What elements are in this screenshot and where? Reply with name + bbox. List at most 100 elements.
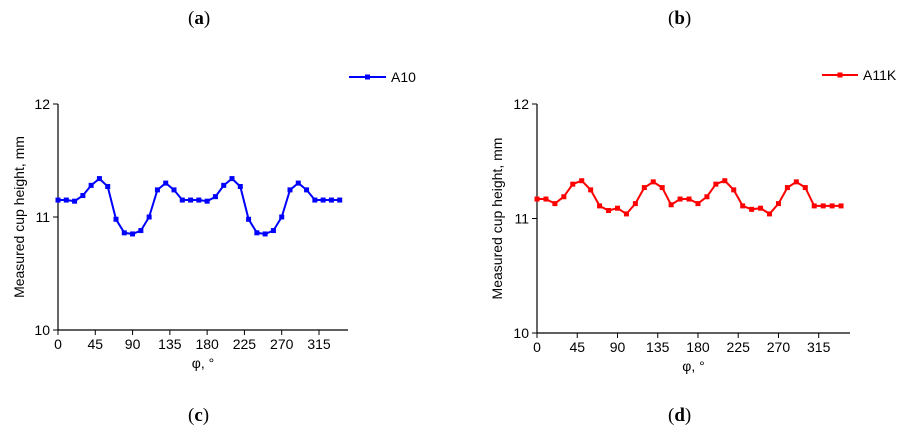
x-tick-label: 135 xyxy=(646,339,670,355)
data-point xyxy=(196,197,202,203)
data-point xyxy=(254,230,260,236)
data-point xyxy=(212,194,218,200)
data-point xyxy=(72,198,78,204)
data-point xyxy=(659,185,665,191)
data-point xyxy=(328,197,334,203)
data-point xyxy=(802,185,808,191)
panel-label-b: (b) xyxy=(668,8,692,29)
data-point xyxy=(838,203,844,209)
data-point xyxy=(731,187,737,193)
data-point xyxy=(641,185,647,191)
data-point xyxy=(588,187,594,193)
data-point xyxy=(534,196,540,202)
data-point xyxy=(713,181,719,187)
x-tick-label: 180 xyxy=(686,339,710,355)
data-point xyxy=(543,196,549,202)
data-point xyxy=(597,203,603,209)
data-point xyxy=(561,194,567,200)
data-point xyxy=(793,179,799,185)
legend-label: A10 xyxy=(391,69,416,85)
x-tick-label: 45 xyxy=(569,339,585,355)
data-point xyxy=(320,197,326,203)
data-point xyxy=(623,211,629,217)
data-point xyxy=(758,205,764,211)
data-point xyxy=(270,228,276,234)
data-point xyxy=(650,179,656,185)
data-point xyxy=(287,187,293,193)
data-point xyxy=(138,228,144,234)
panel-label-d: (d) xyxy=(668,405,692,426)
data-point xyxy=(188,197,194,203)
data-point xyxy=(740,203,746,209)
data-point xyxy=(55,197,61,203)
x-tick-label: 0 xyxy=(54,336,62,352)
data-point xyxy=(171,187,177,193)
data-point xyxy=(722,178,728,184)
y-tick-label: 11 xyxy=(514,211,529,227)
y-axis-title: Measured cup height, mm xyxy=(11,136,27,298)
data-point xyxy=(279,214,285,220)
data-point xyxy=(614,205,620,211)
data-point xyxy=(295,180,301,186)
data-point xyxy=(704,194,710,200)
x-tick-label: 225 xyxy=(233,336,257,352)
data-point xyxy=(668,202,674,208)
legend-marker xyxy=(365,74,370,80)
data-point xyxy=(579,178,585,184)
data-point xyxy=(262,231,268,237)
panel-label-a: (a) xyxy=(188,8,211,29)
data-point xyxy=(88,182,94,188)
x-tick-label: 270 xyxy=(767,339,791,355)
series-line xyxy=(58,177,340,236)
data-point xyxy=(163,180,169,186)
data-point xyxy=(80,193,86,199)
data-point xyxy=(775,201,781,207)
data-point xyxy=(767,211,773,217)
x-tick-label: 0 xyxy=(533,339,541,355)
data-point xyxy=(221,182,227,188)
y-tick-label: 10 xyxy=(34,322,50,338)
data-point xyxy=(130,231,136,237)
legend-label: A11K xyxy=(863,67,897,83)
data-point xyxy=(312,197,318,203)
y-tick-label: 11 xyxy=(35,209,50,225)
data-point xyxy=(154,187,160,193)
x-tick-label: 180 xyxy=(195,336,219,352)
data-point xyxy=(246,216,252,222)
data-point xyxy=(121,230,127,236)
data-point xyxy=(304,187,310,193)
data-point xyxy=(552,201,558,207)
data-point xyxy=(632,201,638,207)
x-axis-title: φ, ° xyxy=(192,355,214,371)
data-point xyxy=(570,181,576,187)
x-tick-label: 270 xyxy=(270,336,294,352)
data-point xyxy=(695,201,701,207)
data-point xyxy=(237,183,243,189)
data-point xyxy=(179,197,185,203)
y-axis-title: Measured cup height, mm xyxy=(489,138,505,300)
data-point xyxy=(96,176,102,182)
data-point xyxy=(820,203,826,209)
data-point xyxy=(337,197,343,203)
data-point xyxy=(784,185,790,191)
data-point xyxy=(113,216,119,222)
data-point xyxy=(146,214,152,220)
data-point xyxy=(606,207,612,213)
data-point xyxy=(811,203,817,209)
legend-marker xyxy=(837,72,843,78)
x-tick-label: 225 xyxy=(727,339,751,355)
data-point xyxy=(63,197,69,203)
data-point xyxy=(749,206,755,212)
data-point xyxy=(677,196,683,202)
y-tick-label: 10 xyxy=(513,325,529,341)
data-point xyxy=(204,198,210,204)
x-tick-label: 90 xyxy=(610,339,626,355)
y-tick-label: 12 xyxy=(513,96,529,112)
data-point xyxy=(829,203,835,209)
panel-label-c: (c) xyxy=(188,405,210,426)
data-point xyxy=(229,176,235,182)
x-axis-title: φ, ° xyxy=(682,358,704,374)
data-point xyxy=(105,183,111,189)
x-tick-label: 90 xyxy=(125,336,141,352)
